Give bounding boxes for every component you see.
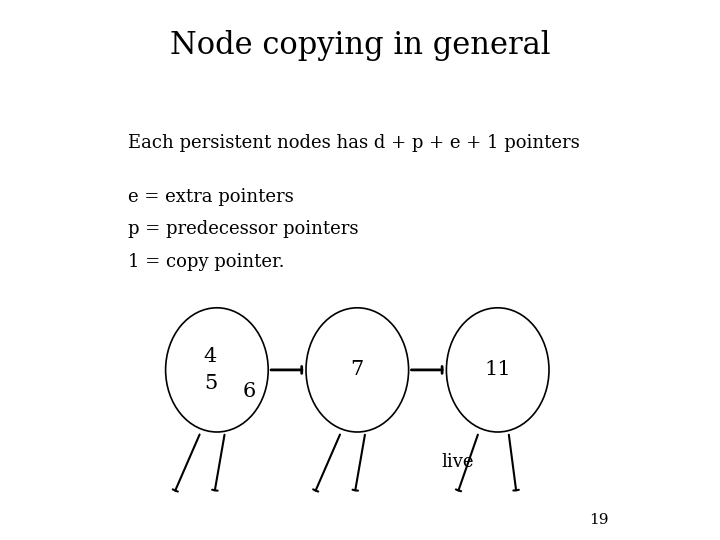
Text: e = extra pointers: e = extra pointers: [128, 188, 294, 206]
Text: p = predecessor pointers: p = predecessor pointers: [128, 220, 359, 239]
Text: 7: 7: [351, 360, 364, 380]
Text: 6: 6: [243, 382, 256, 401]
Text: 1 = copy pointer.: 1 = copy pointer.: [128, 253, 284, 271]
Text: 4: 4: [204, 347, 217, 366]
Text: 5: 5: [204, 374, 217, 393]
Text: Node copying in general: Node copying in general: [170, 30, 550, 62]
Text: 19: 19: [589, 512, 608, 526]
Text: 11: 11: [485, 360, 511, 380]
Text: live: live: [441, 453, 474, 471]
Text: Each persistent nodes has d + p + e + 1 pointers: Each persistent nodes has d + p + e + 1 …: [128, 134, 580, 152]
